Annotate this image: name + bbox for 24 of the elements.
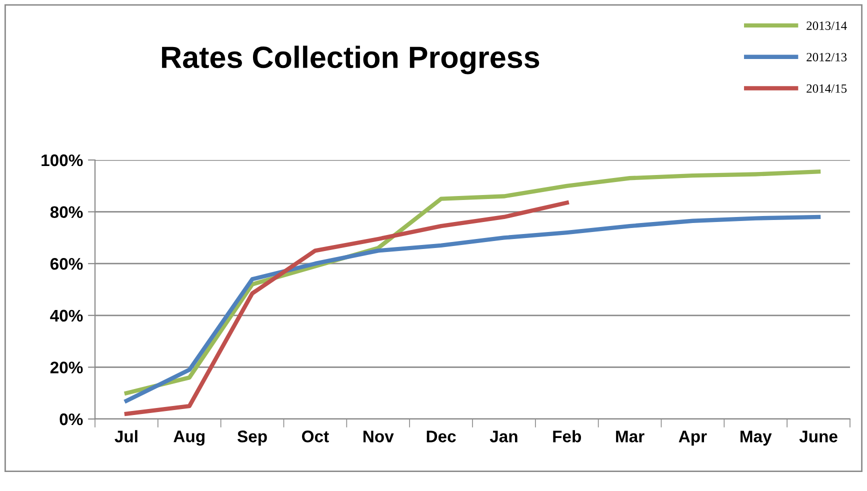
y-tick-label: 100%	[42, 154, 83, 166]
y-tick-label: 20%	[50, 362, 83, 374]
line-series	[124, 214, 821, 403]
y-tick-label: 80%	[50, 206, 83, 218]
x-tick-label: June	[799, 430, 838, 442]
legend-label: 2012/13	[806, 52, 847, 62]
x-tick-label: Nov	[363, 430, 394, 442]
y-tick-label: 40%	[50, 310, 83, 322]
x-tick-label: Apr	[678, 430, 707, 446]
x-tick-label: Dec	[426, 430, 456, 442]
legend-label: 2013/14	[806, 22, 847, 30]
chart-title: Rates Collection Progress	[162, 46, 540, 74]
y-tick-label: 60%	[50, 258, 83, 270]
y-tick-label: 0%	[60, 413, 83, 426]
line-series	[124, 200, 569, 416]
x-tick-label: Aug	[174, 430, 204, 446]
x-tick-label: Jan	[490, 430, 518, 442]
x-tick-label: Sep	[237, 430, 267, 446]
x-tick-label: Feb	[553, 430, 582, 442]
legend-label: 2014/15	[806, 84, 847, 93]
x-tick-label: Jul	[114, 430, 138, 442]
x-tick-label: Oct	[302, 430, 329, 442]
x-tick-label: Mar	[616, 430, 644, 442]
x-tick-label: May	[740, 430, 772, 446]
